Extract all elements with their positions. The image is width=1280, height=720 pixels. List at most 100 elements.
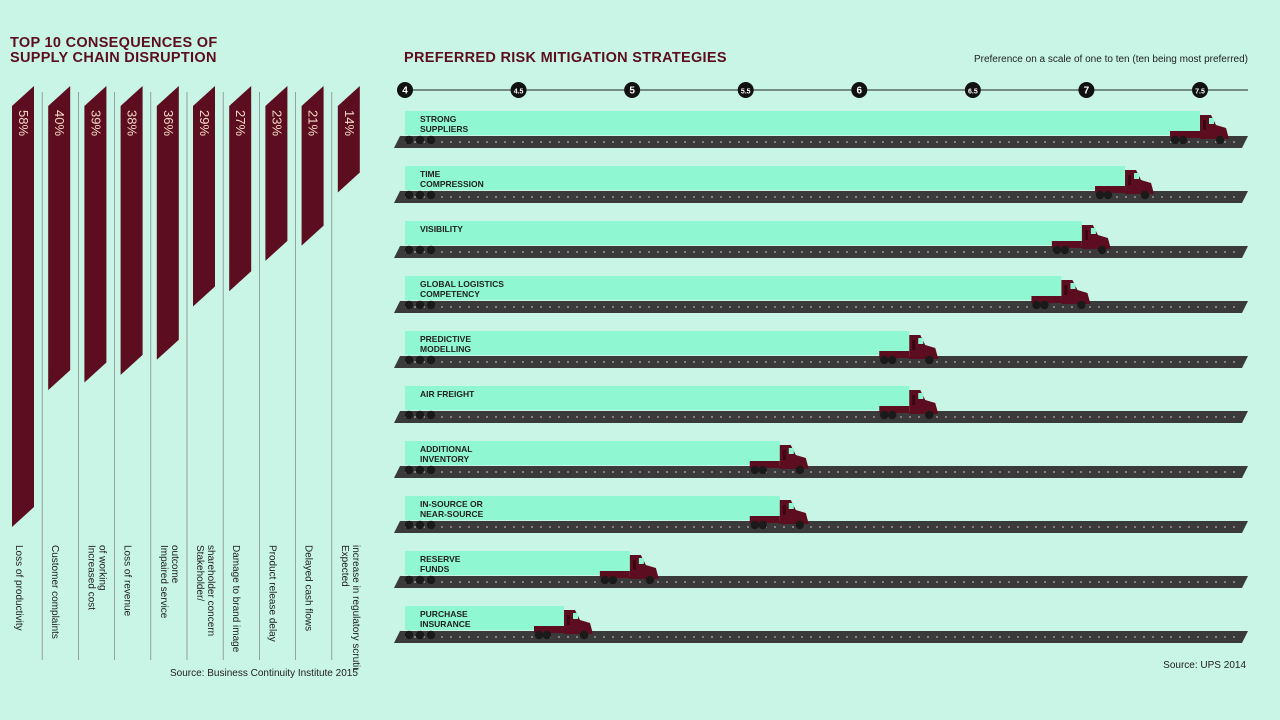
consequence-category-label: Delayed cash flows [303,545,314,631]
strategy-label-line: GLOBAL LOGISTICS [420,279,504,289]
strategy-label: STRONG SUPPLIERS [420,114,469,134]
category-label-line: Loss of revenue [122,545,133,617]
category-label-line: Expected [339,545,350,587]
strategy-label: TIME COMPRESSION [420,169,484,189]
trailer-wheel [404,245,414,255]
truck-cab [564,610,593,634]
truck-wheel [880,355,889,365]
truck-exhaust [632,560,636,570]
truck-wheel [608,575,618,585]
category-label-line: outcome [169,545,180,584]
truck-wheel [645,575,655,585]
trailer-wheel [404,630,414,640]
truck-exhaust [782,450,786,460]
trailer-bar [405,166,1126,190]
trailer-wheel [426,575,436,585]
consequence-bar [120,86,143,375]
category-label-line: Impaired service [158,545,169,619]
truck-wheel [925,355,934,365]
truck-wheel [925,410,934,420]
strategy-label: RESERVE FUNDS [420,554,461,574]
trailer-bar [405,331,910,355]
category-label-line: Damage to brand image [230,545,241,653]
consequences-chart: 58% Loss of productivity 40% Customer compl… [12,86,361,670]
trailer-chassis [749,516,780,523]
source-left: Source: Business Continuity Institute 20… [170,668,358,679]
truck-wheel [579,630,589,640]
trailer-wheel [426,410,436,420]
trailer-wheel [404,190,414,200]
truck-wheel [1103,190,1113,200]
strategy-label-line: MODELLING [420,344,471,354]
truck-exhaust [1128,175,1132,185]
consequence-bar [337,86,360,193]
trailer-chassis [599,571,630,578]
consequence-value-label: 40% [52,110,67,136]
truck-window [918,338,924,344]
truck-wheel [888,355,897,365]
truck-cab [1200,115,1229,139]
trailer-wheel [426,300,436,310]
strategy-label-line: VISIBILITY [420,224,463,234]
truck-wheel [1060,245,1070,255]
truck-cab [779,445,809,469]
consequence-category-label: Stakeholder/shareholder concern [194,545,216,636]
trailer-bar [405,276,1062,300]
strategy-label: VISIBILITY [420,224,463,234]
category-label-line: Customer complaints [49,545,60,639]
truck-exhaust [1064,285,1068,295]
consequence-value-label: 27% [233,110,248,136]
scale-note: Preference on a scale of one to ten (ten… [973,54,1248,65]
consequence-category-label: Impaired serviceoutcome [158,545,180,619]
tick-label: 7.5 [1195,89,1205,96]
truck-window [1090,228,1096,234]
truck-window [918,393,924,399]
truck-cab [1125,170,1155,194]
truck-exhaust [912,340,916,350]
trailer-chassis [879,351,910,358]
truck-cab [909,335,939,359]
strategy-label-line: IN-SOURCE OR [420,499,483,509]
strategy-label-line: PURCHASE [420,609,468,619]
consequence-category-label: Customer complaints [49,545,60,639]
trailer-bar [405,221,1082,245]
strategy-label-line: COMPETENCY [420,289,480,299]
truck-wheel [1140,190,1150,200]
truck-cab [1061,280,1091,304]
truck-wheel [600,575,610,585]
truck-exhaust [1203,120,1206,130]
trailer-wheel [415,245,425,255]
category-label-line: of working [96,545,107,591]
strategy-label-line: FUNDS [420,564,450,574]
truck-exhaust [782,505,786,515]
source-right: Source: UPS 2014 [1163,660,1246,671]
strategy-label-line: INVENTORY [420,454,469,464]
truck-wheel [758,465,767,475]
category-label-line: shareholder concern [205,545,216,636]
trailer-chassis [534,626,564,633]
trailer-wheel [404,520,414,530]
trailer-chassis [1170,131,1200,138]
strategy-row: RESERVE FUNDS [394,551,1248,588]
strategy-row: VISIBILITY [394,221,1248,258]
strategy-row: AIR FREIGHT [394,386,1248,423]
consequence-value-label: 36% [161,110,176,136]
truck-wheel [1032,300,1041,310]
tick-marker [1078,82,1095,98]
trailer-wheel [415,630,425,640]
strategy-label: GLOBAL LOGISTICS COMPETENCY [420,279,504,299]
strategy-label-line: SUPPLIERS [420,124,469,134]
tick-marker [964,82,981,98]
left-title-line-1: TOP 10 CONSEQUENCES OF [10,35,218,51]
truck-wheel [542,630,552,640]
trailer-wheel [415,190,425,200]
strategy-label-line: AIR FREIGHT [420,389,475,399]
consequence-category-label: Product release delay [266,545,277,642]
trailer-bar [405,496,780,520]
truck-wheel [750,465,759,475]
consequence-value-label: 14% [342,110,357,136]
trailer-wheel [415,135,425,145]
consequence-bar [84,86,107,383]
tick-label: 5.5 [741,89,751,96]
